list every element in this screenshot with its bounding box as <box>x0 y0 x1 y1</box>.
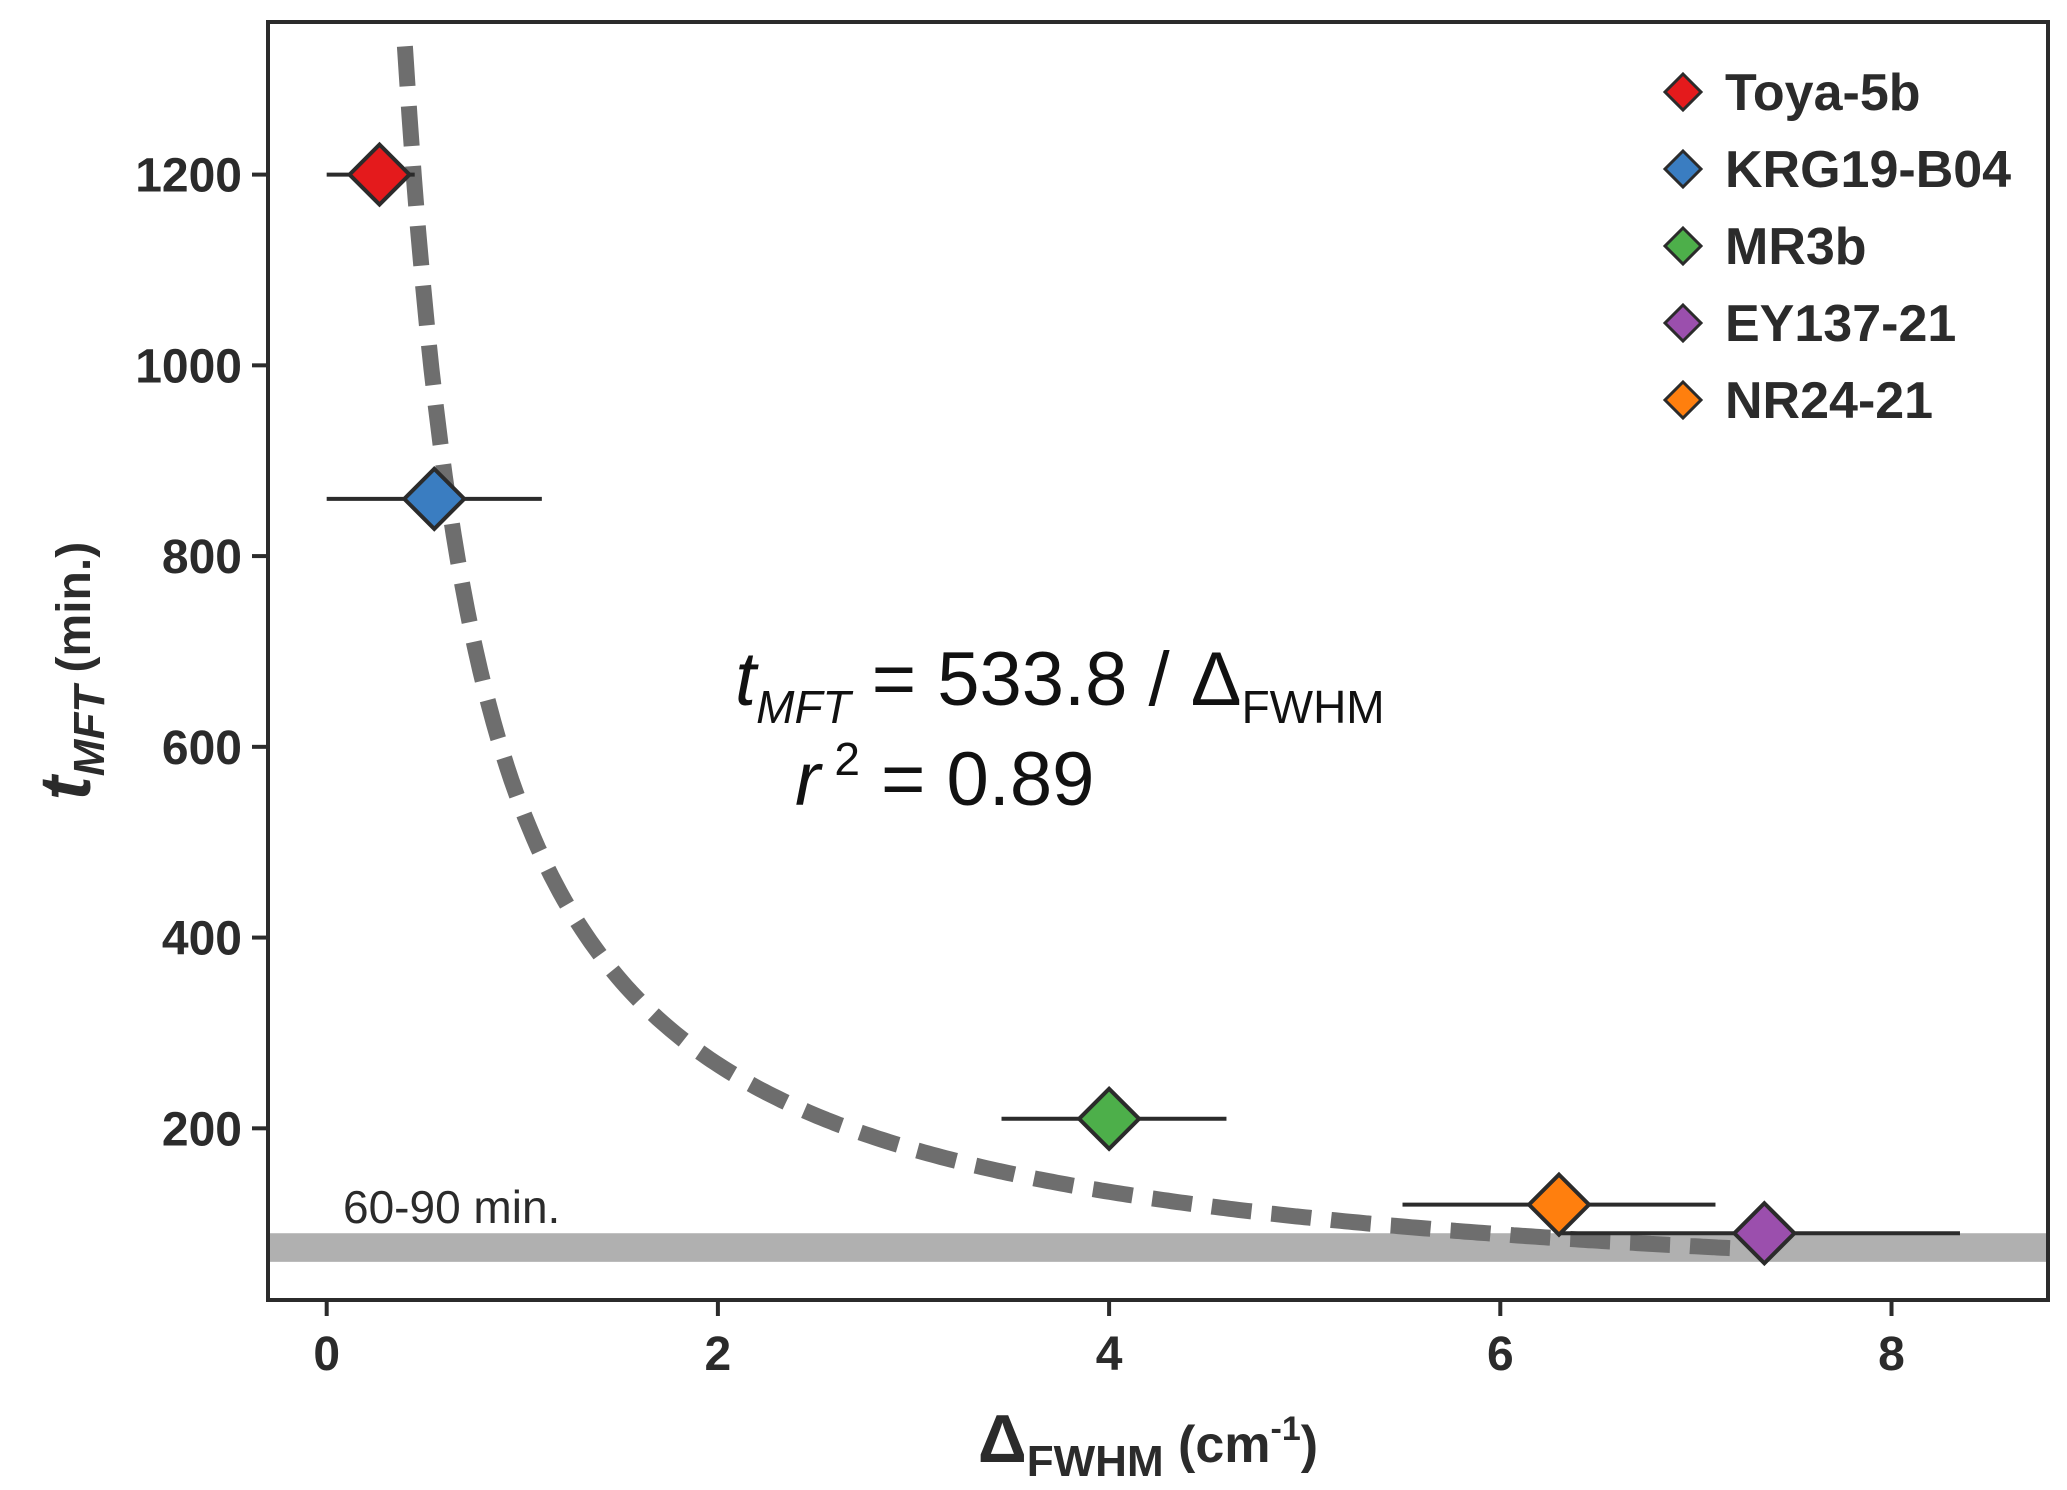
equation-variable-subscript: MFT <box>756 681 853 733</box>
legend-label-mr3b: MR3b <box>1725 218 1867 276</box>
y-tick-label: 800 <box>162 531 242 584</box>
y-axis: 200 400 600 800 1000 1200 <box>135 150 268 1156</box>
points-layer <box>326 141 1960 1267</box>
x-axis: 0 2 4 6 8 <box>313 1300 1905 1381</box>
y-title-sub: MFT <box>65 683 114 777</box>
legend-marker-toya-5b <box>1662 71 1704 113</box>
x-title-unit-sup: -1 <box>1271 1410 1301 1448</box>
y-tick-label: 600 <box>162 722 242 775</box>
point-mr3b <box>1076 1085 1142 1152</box>
y-axis-title: tMFT (min.) <box>26 542 114 800</box>
equation-variable: t <box>735 637 759 722</box>
x-tick-label: 2 <box>705 1328 732 1381</box>
legend-marker-mr3b <box>1662 225 1704 267</box>
y-title-unit: (min.) <box>48 542 101 686</box>
y-title-main: t <box>26 773 106 800</box>
point-krg19-b04 <box>401 466 468 532</box>
y-tick-label: 200 <box>162 1103 242 1156</box>
legend-marker-ey137-21 <box>1662 302 1704 344</box>
point-toya-5b <box>346 141 413 208</box>
legend-marker-nr24-21 <box>1662 379 1704 421</box>
x-tick-label: 6 <box>1487 1328 1514 1381</box>
point-nr24-21 <box>1526 1171 1592 1238</box>
x-title-unit-close: ) <box>1301 1416 1318 1474</box>
x-title-unit-open: (cm <box>1164 1416 1271 1474</box>
equation-rhs-subscript: FWHM <box>1242 681 1385 733</box>
legend-marker-krg19-b04 <box>1662 148 1704 190</box>
r-superscript: 2 <box>834 733 860 785</box>
r-variable: r <box>795 737 823 822</box>
x-title-sub: FWHM <box>1027 1437 1164 1486</box>
legend-label-nr24-21: NR24-21 <box>1725 372 1933 430</box>
y-tick-label: 1000 <box>135 340 242 393</box>
legend-label-ey137-21: EY137-21 <box>1725 295 1956 353</box>
point-ey137-21 <box>1731 1200 1798 1267</box>
fit-layer <box>396 45 1736 1257</box>
x-tick-label: 0 <box>313 1328 340 1381</box>
plot-frame <box>266 20 2050 1302</box>
fit-equation: tMFT = 533.8 / ΔFWHM <box>735 637 1385 733</box>
legend: Toya-5b KRG19-B04 MR3b EY137-21 NR24-21 <box>1662 64 2011 430</box>
y-tick-label: 400 <box>162 913 242 966</box>
fit-curve <box>396 45 1736 1257</box>
legend-label-krg19-b04: KRG19-B04 <box>1725 141 2011 199</box>
x-title-main: Δ <box>978 1401 1027 1477</box>
equation-rhs: = 533.8 / Δ <box>851 637 1242 722</box>
legend-label-toya-5b: Toya-5b <box>1725 64 1921 122</box>
y-tick-label: 1200 <box>135 150 242 203</box>
x-tick-label: 8 <box>1878 1328 1905 1381</box>
x-tick-label: 4 <box>1096 1328 1123 1381</box>
band-label: 60-90 min. <box>343 1181 560 1233</box>
x-axis-title: ΔFWHM (cm-1) <box>978 1401 1318 1486</box>
r-rhs: = 0.89 <box>860 737 1095 822</box>
